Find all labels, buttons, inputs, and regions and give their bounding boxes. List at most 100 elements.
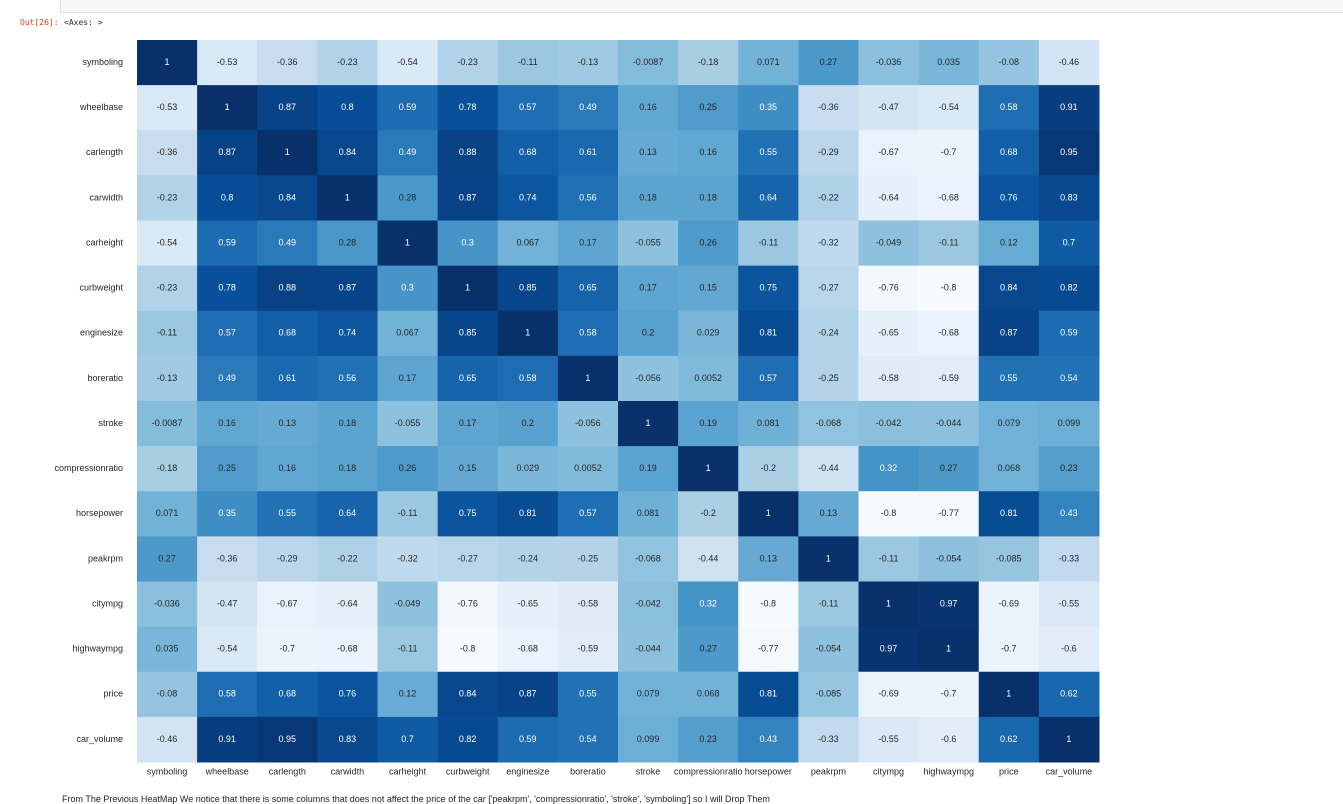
cell-label: -0.11	[758, 237, 778, 247]
heatmap-cell	[197, 626, 258, 673]
cell-label: -0.55	[1059, 598, 1080, 608]
heatmap-cell	[497, 175, 559, 221]
heatmap-cell	[497, 265, 559, 312]
heatmap-cell	[978, 310, 1040, 357]
heatmap-cell	[618, 40, 679, 86]
heatmap-cell	[978, 401, 1040, 447]
cell-label: 0.97	[880, 644, 898, 654]
cell-label: -0.08	[157, 689, 178, 699]
cell-label: 1	[345, 192, 350, 202]
heatmap-cell	[798, 626, 859, 673]
heatmap-cell	[497, 40, 559, 86]
cell-label: 0.029	[697, 328, 720, 338]
heatmap-cell	[978, 716, 1040, 763]
heatmap-cell	[738, 220, 799, 267]
cell-label: -0.055	[395, 418, 421, 428]
heatmap-cell	[257, 491, 318, 537]
cell-label: 0.57	[579, 508, 597, 518]
heatmap-cell	[257, 716, 318, 763]
cell-label: 0.099	[637, 734, 660, 744]
cell-label: -0.22	[818, 192, 839, 202]
heatmap-cell	[317, 310, 378, 357]
cell-label: -0.6	[941, 734, 957, 744]
cell-label: -0.77	[938, 508, 959, 518]
heatmap-cell	[678, 265, 739, 312]
heatmap-cell	[437, 626, 499, 673]
cell-label: 0.068	[697, 689, 720, 699]
heatmap-cell	[557, 626, 619, 673]
cell-label: -0.11	[398, 508, 418, 518]
heatmap-cell	[137, 355, 198, 402]
cell-label: -0.29	[277, 553, 298, 563]
heatmap-cell	[918, 581, 980, 628]
heatmap-cell	[377, 310, 439, 357]
heatmap-cell	[858, 671, 920, 718]
cell-label: 0.7	[401, 734, 414, 744]
heatmap-cell	[738, 671, 799, 718]
cell-label: 0.81	[760, 328, 778, 338]
heatmap-cell	[437, 310, 499, 357]
y-tick-label: stroke	[98, 418, 123, 428]
heatmap-cell	[978, 581, 1040, 628]
cell-label: 0.68	[1000, 147, 1018, 157]
cell-label: 0.83	[1060, 192, 1078, 202]
y-tick-label: horsepower	[76, 508, 123, 518]
cell-label: -0.054	[936, 553, 962, 563]
cell-label: 0.88	[459, 147, 477, 157]
heatmap-cell	[557, 175, 619, 221]
y-tick-label: car_volume	[76, 734, 123, 744]
heatmap-cell	[137, 175, 198, 221]
cell-label: 0.55	[1000, 373, 1018, 383]
output-text: <Axes: >	[64, 18, 103, 27]
x-tick-label: highwaympg	[923, 766, 974, 776]
cell-label: 0.27	[940, 463, 958, 473]
cell-label: -0.47	[217, 598, 238, 608]
cell-label: 0.49	[579, 102, 597, 112]
cell-label: 0.82	[1060, 283, 1078, 293]
cell-label: -0.036	[876, 57, 902, 67]
cell-label: 0.35	[218, 508, 236, 518]
cell-label: 0.26	[699, 237, 717, 247]
cell-label: -0.68	[337, 644, 358, 654]
heatmap-cell	[257, 130, 318, 176]
cell-label: -0.77	[758, 644, 779, 654]
heatmap-cell	[197, 310, 258, 357]
cell-label: -0.7	[1001, 644, 1017, 654]
cell-label: 0.87	[218, 147, 236, 157]
heatmap-cell	[798, 671, 859, 718]
heatmap-cell	[798, 175, 859, 221]
cell-label: -0.33	[1059, 553, 1080, 563]
cell-label: -0.11	[157, 328, 177, 338]
heatmap-cell	[557, 130, 619, 176]
cell-label: 1	[525, 328, 530, 338]
cell-label: -0.25	[818, 373, 839, 383]
heatmap-cell	[678, 355, 739, 402]
heatmap-cell	[978, 175, 1040, 221]
cell-label: 0.15	[699, 283, 717, 293]
heatmap-cell	[437, 536, 499, 582]
cell-label: 0.87	[519, 689, 537, 699]
heatmap-cell	[257, 446, 318, 492]
cell-label: 1	[766, 508, 771, 518]
y-tick-label: curbweight	[79, 283, 123, 293]
heatmap-cell	[618, 446, 679, 492]
heatmap-cell	[317, 85, 378, 131]
heatmap-cell	[377, 401, 439, 447]
heatmap-cell	[257, 401, 318, 447]
y-tick-label: carheight	[86, 237, 124, 247]
cell-label: 1	[285, 147, 290, 157]
heatmap-cell	[618, 85, 679, 131]
heatmap-cell	[858, 581, 920, 628]
heatmap-cell	[1038, 491, 1100, 537]
cell-label: 0.59	[1060, 328, 1078, 338]
heatmap-cell	[738, 355, 799, 402]
heatmap-cell	[858, 401, 920, 447]
heatmap-cell	[678, 401, 739, 447]
heatmap-cell	[377, 491, 439, 537]
heatmap-cell	[437, 355, 499, 402]
heatmap-cell	[678, 220, 739, 267]
heatmap-cell	[557, 355, 619, 402]
heatmap-cell	[437, 491, 499, 537]
heatmap-cell	[557, 265, 619, 312]
